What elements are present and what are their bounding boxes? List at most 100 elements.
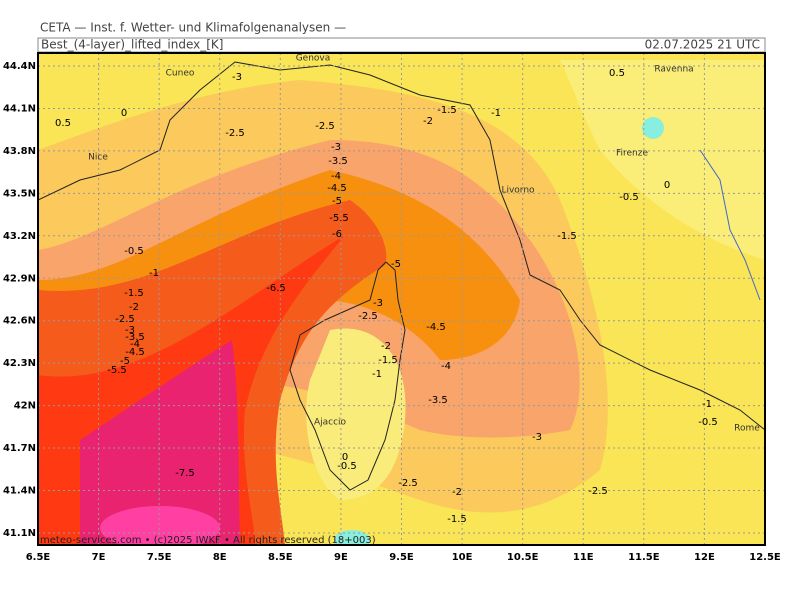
- contour-label: -3.5: [428, 395, 448, 406]
- contour-label: -3: [373, 298, 383, 309]
- contour-label: -5: [391, 259, 401, 270]
- contour-label: -4: [130, 339, 140, 350]
- contour-label: 0: [342, 452, 348, 463]
- contour-label: -5: [332, 196, 342, 207]
- lat-tick-label: 41.1N: [3, 528, 36, 539]
- field-cyan: [334, 530, 370, 545]
- place-label: Genova: [296, 54, 331, 64]
- contour-label: -4.5: [327, 183, 347, 194]
- contour-label: -2.5: [398, 478, 418, 489]
- lon-tick-label: 8.5E: [268, 552, 293, 563]
- lat-tick-label: 41.7N: [3, 443, 36, 454]
- field-pink: [100, 506, 220, 545]
- lon-tick-label: 9.5E: [389, 552, 414, 563]
- lat-tick-label: 43.2N: [3, 231, 36, 242]
- lat-tick-label: 42N: [14, 401, 36, 412]
- contour-label: -0.5: [337, 461, 357, 472]
- place-label: Ajaccio: [314, 418, 347, 428]
- lat-tick-label: 44.4N: [3, 61, 36, 72]
- contour-label: -4.5: [125, 347, 145, 358]
- place-label: Rome: [734, 424, 760, 434]
- contour-label: -2.5: [315, 121, 335, 132]
- contour-label: -1: [149, 268, 159, 279]
- footer: meteo-services.com • (c)2025 IWKF • All …: [40, 535, 376, 546]
- contour-label: -1.5: [124, 288, 144, 299]
- lon-tick-label: 7E: [92, 552, 106, 563]
- contour-label: -2: [423, 116, 433, 127]
- contour-label: 0: [664, 180, 670, 191]
- contour-label: -6: [332, 229, 342, 240]
- contour-label: -3.5: [125, 332, 145, 343]
- contour-label: -5.5: [329, 213, 349, 224]
- contour-label: -4: [331, 171, 341, 182]
- contour-label: -3: [532, 432, 542, 443]
- contour-label: -4: [441, 361, 451, 372]
- place-label: Livorno: [501, 186, 535, 196]
- lon-tick-label: 9E: [334, 552, 348, 563]
- field-pale-yellow: [306, 328, 406, 500]
- map-frame: [37, 52, 766, 546]
- lat-tick-label: 43.8N: [3, 146, 36, 157]
- contour-label: -5: [120, 356, 130, 367]
- field-magenta: [80, 340, 240, 545]
- lon-tick-label: 7.5E: [147, 552, 172, 563]
- contour-label: -0.5: [619, 192, 639, 203]
- lon-tick-label: 11E: [573, 552, 594, 563]
- contour-label: -1.5: [447, 514, 467, 525]
- place-label: Cuneo: [166, 69, 195, 79]
- header-title: CETA — Inst. f. Wetter- und Klimafolgena…: [40, 21, 346, 35]
- place-label: Ravenna: [654, 65, 693, 75]
- lon-tick-label: 11.5E: [628, 552, 660, 563]
- lon-tick-label: 10E: [452, 552, 473, 563]
- contour-label: -2: [452, 487, 462, 498]
- contour-label: -3: [331, 142, 341, 153]
- field-cyan: [642, 117, 664, 139]
- contour-label: -1: [702, 399, 712, 410]
- parameter: Best_(4-layer)_lifted_index_[K]: [41, 38, 223, 52]
- river: [699, 149, 761, 301]
- contour-label: 0.5: [609, 68, 625, 79]
- contour-label: -0.5: [698, 417, 718, 428]
- contour-label: -1: [491, 108, 501, 119]
- place-label: Firenze: [616, 149, 648, 159]
- contour-label: -1.5: [378, 355, 398, 366]
- contour-label: -2: [381, 341, 391, 352]
- contour-label: 0: [121, 108, 127, 119]
- lat-tick-label: 41.4N: [3, 486, 36, 497]
- contour-label: -1.5: [437, 105, 457, 116]
- lat-tick-label: 42.6N: [3, 316, 36, 327]
- contour-label: 0.5: [55, 118, 71, 129]
- contour-label: -1: [372, 369, 382, 380]
- contour-label: -2: [129, 302, 139, 313]
- lon-tick-label: 12.5E: [749, 552, 781, 563]
- datetime: 02.07.2025 21 UTC: [645, 38, 760, 52]
- contour-label: -1.5: [557, 231, 577, 242]
- contour-label: -4.5: [426, 322, 446, 333]
- lon-tick-label: 10.5E: [507, 552, 539, 563]
- contour-label: -2.5: [358, 311, 378, 322]
- contour-label: -3: [232, 72, 242, 83]
- contour-label: -5.5: [107, 365, 127, 376]
- coastline: [38, 61, 765, 431]
- contour-label: -2.5: [588, 486, 608, 497]
- coastline: [289, 261, 406, 491]
- contour-label: -6.5: [266, 283, 286, 294]
- lat-tick-label: 43.5N: [3, 188, 36, 199]
- lon-tick-label: 6.5E: [26, 552, 51, 563]
- contour-label: -0.5: [124, 246, 144, 257]
- lon-tick-label: 8E: [213, 552, 227, 563]
- contour-label: -3: [125, 325, 135, 336]
- contour-label: -3.5: [328, 156, 348, 167]
- contour-label: -2.5: [225, 128, 245, 139]
- lon-tick-label: 12E: [694, 552, 715, 563]
- grid: [38, 53, 765, 545]
- lat-tick-label: 44.1N: [3, 103, 36, 114]
- field-pale-yellow-east: [560, 60, 765, 260]
- contour-label: -7.5: [175, 468, 195, 479]
- contour-label: -2.5: [115, 314, 135, 325]
- lat-tick-label: 42.9N: [3, 273, 36, 284]
- place-label: Nice: [88, 153, 108, 163]
- lat-tick-label: 42.3N: [3, 358, 36, 369]
- map-field: [38, 53, 765, 545]
